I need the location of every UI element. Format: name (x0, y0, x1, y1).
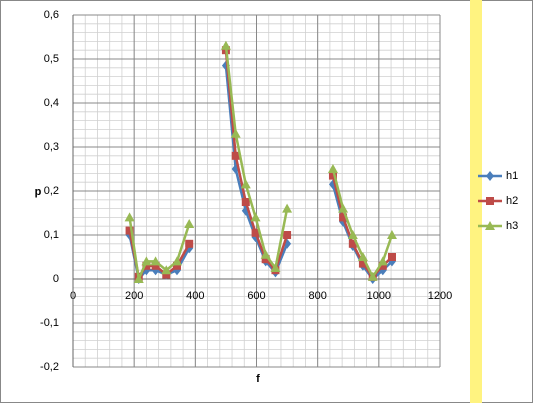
data-point (172, 261, 181, 270)
y-tick-label: 0,3 (44, 141, 59, 153)
y-axis-label: p (35, 186, 42, 198)
data-point (347, 230, 358, 239)
data-point (327, 164, 338, 173)
data-point (171, 256, 182, 266)
x-tick-label: 200 (125, 290, 143, 302)
data-point (142, 261, 151, 270)
data-point (260, 249, 271, 259)
y-tick-label: 0,2 (44, 185, 59, 197)
data-point (282, 203, 293, 213)
data-point (378, 261, 387, 270)
x-axis-label: f (256, 373, 260, 385)
data-point (367, 271, 378, 281)
y-tick-label: 0,1 (44, 229, 59, 241)
legend-label: h3 (506, 220, 518, 232)
data-point (339, 213, 348, 222)
y-tick-label: -0,1 (40, 317, 59, 329)
data-point (357, 252, 368, 261)
data-point (151, 261, 160, 270)
data-point (377, 256, 388, 266)
data-point (162, 270, 171, 279)
data-point (230, 128, 241, 138)
data-point (283, 231, 292, 239)
data-point (161, 265, 172, 275)
data-point (220, 40, 231, 50)
y-tick-label: 0,5 (44, 53, 59, 65)
data-point (328, 171, 337, 180)
data-point (150, 256, 161, 266)
data-point (124, 212, 135, 222)
x-tick-label: 600 (247, 290, 265, 302)
y-tick-label: 0,4 (44, 97, 59, 109)
data-point (261, 255, 270, 264)
data-point (231, 151, 240, 160)
x-tick-label: 1000 (367, 290, 391, 302)
data-point (184, 219, 195, 228)
y-tick-label: -0,2 (40, 361, 59, 373)
legend-marker (486, 171, 494, 181)
x-tick-label: 400 (186, 290, 204, 302)
data-point (348, 239, 357, 248)
data-point (240, 179, 251, 189)
data-point (133, 274, 144, 283)
legend-marker (485, 221, 495, 230)
y-tick-label: 0 (53, 273, 59, 285)
data-point (141, 256, 152, 266)
data-point (338, 203, 349, 213)
data-point (251, 228, 260, 237)
data-point (270, 263, 281, 272)
legend-label: h2 (506, 195, 518, 207)
x-tick-label: 800 (308, 290, 326, 302)
data-point (358, 259, 367, 268)
side-stripe (470, 0, 482, 403)
data-point (185, 239, 194, 248)
legend-marker (486, 197, 494, 205)
data-point (241, 198, 250, 206)
data-point (386, 230, 397, 239)
x-tick-label: 1200 (428, 290, 452, 302)
legend-label: h1 (506, 170, 518, 182)
data-point (387, 253, 396, 261)
y-tick-label: 0,6 (44, 9, 59, 21)
data-point (125, 226, 134, 235)
data-point (250, 212, 261, 222)
